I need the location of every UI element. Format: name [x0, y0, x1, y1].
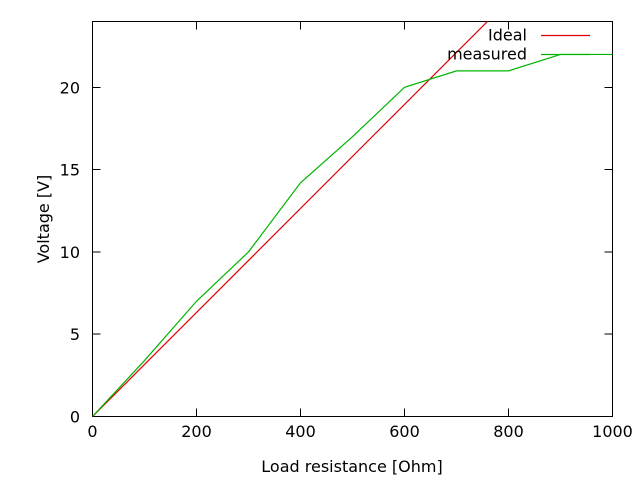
x-tick-label: 0	[87, 422, 97, 441]
x-tick-label: 200	[181, 422, 212, 441]
plot-border	[92, 21, 613, 417]
x-tick-label: 1000	[592, 422, 633, 441]
x-tick-label: 400	[285, 422, 316, 441]
y-tick-label: 15	[60, 161, 80, 180]
x-axis-title: Load resistance [Ohm]	[261, 457, 443, 476]
x-tick-label: 600	[389, 422, 420, 441]
legend-label-measured: measured	[447, 45, 527, 64]
y-axis-title: Voltage [V]	[34, 174, 53, 264]
legend-label-ideal: Ideal	[488, 26, 527, 45]
series-line-ideal	[92, 21, 489, 417]
series-line-measured	[92, 53, 613, 417]
y-tick-label: 0	[70, 408, 80, 427]
y-tick-label: 10	[60, 243, 80, 262]
y-tick-label: 20	[60, 78, 80, 97]
x-tick-label: 800	[493, 422, 524, 441]
y-tick-label: 5	[70, 325, 80, 344]
